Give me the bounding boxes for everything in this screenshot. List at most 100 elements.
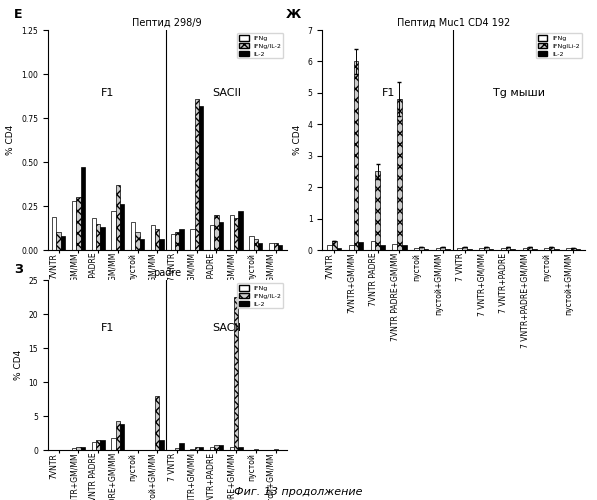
Bar — [190, 448, 195, 450]
Bar — [195, 98, 199, 250]
Title: padre: padre — [153, 268, 181, 278]
Bar — [522, 248, 527, 250]
Bar — [392, 244, 397, 250]
Bar — [100, 227, 104, 250]
Bar — [96, 440, 100, 450]
Title: Пептид 298/9: Пептид 298/9 — [133, 18, 202, 28]
Bar — [402, 246, 407, 250]
Bar — [423, 248, 428, 250]
Bar — [100, 440, 104, 450]
Bar — [445, 248, 450, 250]
Bar — [230, 448, 234, 450]
Bar — [484, 248, 489, 250]
Bar — [489, 248, 494, 250]
Bar — [510, 248, 515, 250]
Bar — [214, 444, 219, 450]
Bar — [273, 243, 278, 250]
Bar — [238, 446, 243, 450]
Bar — [501, 248, 506, 250]
Bar — [467, 248, 472, 250]
Bar — [61, 236, 65, 250]
Bar — [549, 248, 554, 250]
Text: F1: F1 — [101, 323, 115, 333]
Bar — [278, 244, 282, 250]
Bar — [230, 215, 234, 250]
Text: F1: F1 — [382, 88, 395, 98]
Text: Фиг. 13 продолжение: Фиг. 13 продолжение — [234, 487, 363, 497]
Bar — [238, 212, 243, 250]
Bar — [332, 240, 337, 250]
Bar — [140, 240, 144, 250]
Y-axis label: % CD4: % CD4 — [7, 125, 16, 155]
Bar — [111, 212, 116, 250]
Bar — [171, 234, 175, 250]
Bar — [353, 62, 358, 250]
Text: F1: F1 — [101, 88, 115, 98]
Text: SACII: SACII — [212, 323, 241, 333]
Bar — [544, 248, 549, 250]
Bar — [179, 229, 183, 250]
Bar — [457, 248, 462, 250]
Bar — [250, 236, 254, 250]
Bar — [136, 232, 140, 250]
Bar — [76, 197, 81, 250]
Bar — [414, 248, 418, 250]
Bar — [349, 246, 353, 250]
Bar — [111, 438, 116, 450]
Bar — [254, 448, 258, 450]
Bar — [234, 218, 238, 250]
Bar — [57, 232, 61, 250]
Legend: IFNg, IFNg/IL-2, IL-2: IFNg, IFNg/IL-2, IL-2 — [238, 283, 284, 308]
Bar — [175, 232, 179, 250]
Bar — [159, 240, 164, 250]
Bar — [327, 246, 332, 250]
Bar — [258, 243, 263, 250]
Bar — [76, 448, 81, 450]
Bar — [527, 248, 532, 250]
Bar — [376, 172, 380, 250]
Legend: IFNg, IFNg/IL-2, IL-2: IFNg, IFNg/IL-2, IL-2 — [238, 33, 284, 58]
Bar — [358, 242, 363, 250]
Y-axis label: % CD4: % CD4 — [293, 125, 302, 155]
Bar — [120, 424, 124, 450]
Bar — [210, 226, 214, 250]
Bar — [179, 443, 183, 450]
Bar — [273, 448, 278, 450]
Bar — [337, 248, 341, 250]
Bar — [566, 248, 571, 250]
Bar — [371, 240, 376, 250]
Bar — [219, 222, 223, 250]
Bar — [234, 297, 238, 450]
Bar — [418, 248, 423, 250]
Bar — [72, 448, 76, 450]
Bar — [52, 216, 57, 250]
Bar — [554, 248, 559, 250]
Bar — [151, 226, 155, 250]
Bar — [159, 440, 164, 450]
Bar — [116, 422, 120, 450]
Bar — [190, 229, 195, 250]
Bar — [72, 200, 76, 250]
Bar — [155, 396, 159, 450]
Text: E: E — [14, 8, 23, 21]
Title: Пептид Muc1 CD4 192: Пептид Muc1 CD4 192 — [397, 18, 510, 28]
Legend: IFNg, IFNgILi-2, IL-2: IFNg, IFNgILi-2, IL-2 — [536, 33, 582, 58]
Bar — [199, 106, 203, 250]
Text: SACII: SACII — [212, 88, 241, 98]
Bar — [269, 243, 273, 250]
Bar — [219, 444, 223, 450]
Bar — [81, 448, 85, 450]
Bar — [479, 248, 484, 250]
Bar — [576, 248, 580, 250]
Bar — [214, 215, 219, 250]
Bar — [254, 240, 258, 250]
Bar — [131, 222, 136, 250]
Bar — [441, 247, 445, 250]
Bar — [532, 248, 537, 250]
Text: Tg мыши: Tg мыши — [493, 88, 545, 98]
Text: Ж: Ж — [285, 8, 301, 21]
Bar — [195, 448, 199, 450]
Bar — [175, 448, 179, 450]
Bar — [436, 248, 441, 250]
Bar — [91, 218, 96, 250]
